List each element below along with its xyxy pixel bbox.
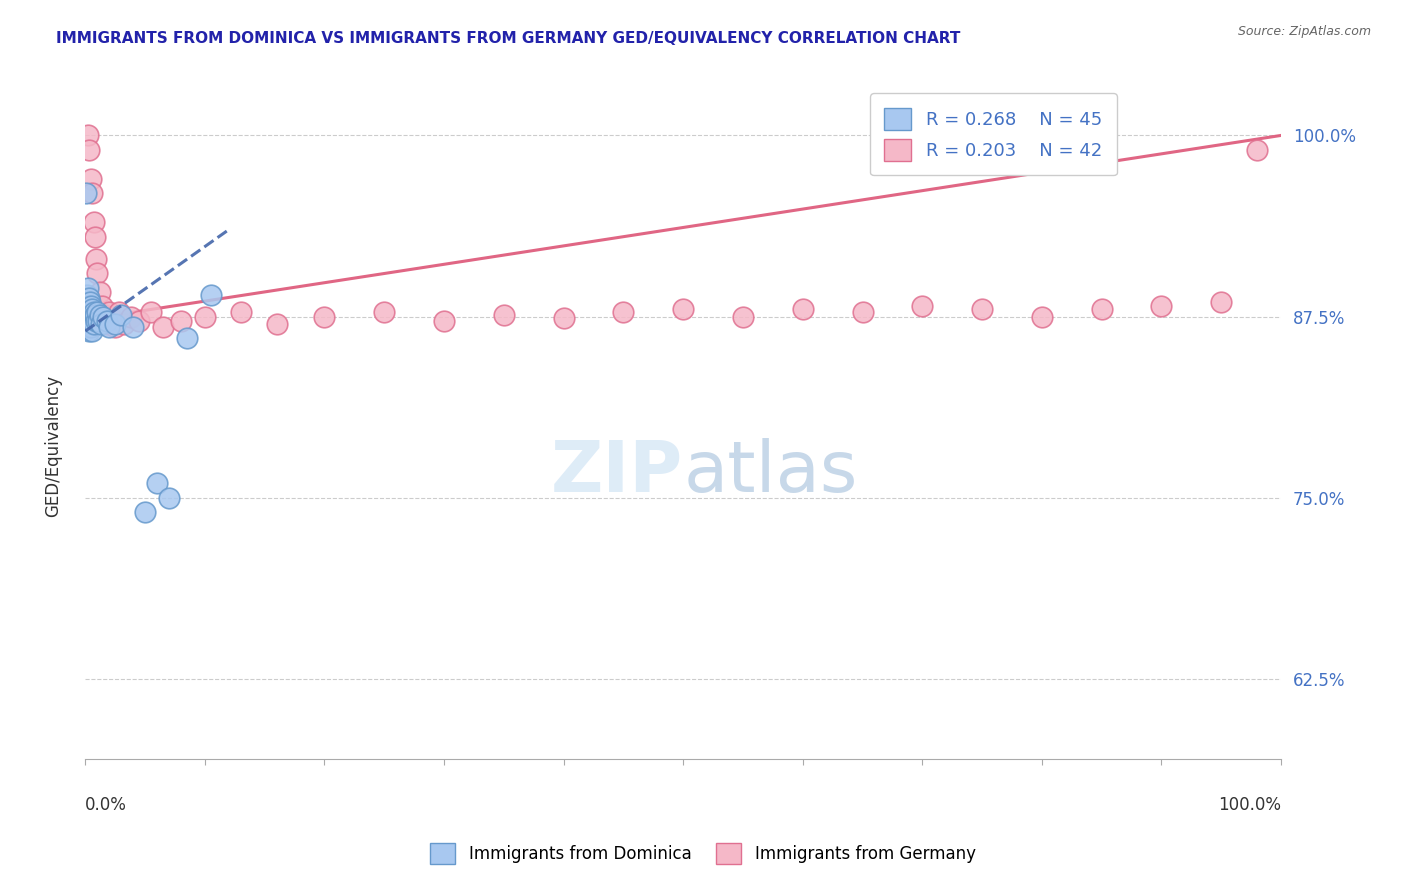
Point: [76, 186, 98, 201]
Point: [134, 505, 156, 519]
Point: [82, 311, 104, 326]
Point: [79, 308, 101, 322]
Point: [1211, 295, 1233, 310]
Text: ZIP: ZIP: [551, 438, 683, 508]
Point: [86, 305, 108, 319]
Point: [76, 310, 98, 324]
Point: [84, 314, 107, 328]
Point: [139, 305, 162, 319]
Point: [157, 491, 180, 505]
Point: [194, 310, 217, 324]
Point: [86, 266, 108, 280]
Point: [1246, 143, 1268, 157]
Point: [76, 317, 98, 331]
Text: GED/Equivalency: GED/Equivalency: [45, 375, 62, 517]
Point: [792, 302, 814, 317]
Point: [612, 305, 634, 319]
Text: IMMIGRANTS FROM DOMINICA VS IMMIGRANTS FROM GERMANY GED/EQUIVALENCY CORRELATION : IMMIGRANTS FROM DOMINICA VS IMMIGRANTS F…: [56, 31, 960, 46]
Point: [972, 302, 994, 317]
Point: [152, 319, 174, 334]
Point: [77, 302, 100, 317]
Legend: R = 0.268    N = 45, R = 0.203    N = 42: R = 0.268 N = 45, R = 0.203 N = 42: [870, 94, 1116, 175]
Point: [82, 324, 104, 338]
Point: [1031, 310, 1053, 324]
Point: [79, 295, 101, 310]
Point: [79, 317, 101, 331]
Point: [96, 317, 118, 331]
Text: 100.0%: 100.0%: [1218, 797, 1281, 814]
Legend: Immigrants from Dominica, Immigrants from Germany: Immigrants from Dominica, Immigrants fro…: [423, 837, 983, 871]
Point: [77, 319, 100, 334]
Point: [122, 319, 145, 334]
Point: [91, 300, 114, 314]
Point: [79, 305, 101, 319]
Text: Source: ZipAtlas.com: Source: ZipAtlas.com: [1237, 25, 1371, 38]
Point: [229, 305, 252, 319]
Point: [76, 128, 98, 143]
Point: [731, 310, 754, 324]
Point: [77, 143, 100, 157]
Point: [146, 476, 169, 491]
Text: atlas: atlas: [683, 438, 858, 508]
Point: [89, 308, 111, 322]
Point: [112, 317, 135, 331]
Text: 0.0%: 0.0%: [86, 797, 127, 814]
Point: [128, 314, 150, 328]
Point: [110, 308, 132, 322]
Point: [89, 285, 111, 299]
Point: [79, 314, 101, 328]
Point: [266, 317, 288, 331]
Point: [79, 300, 101, 314]
Point: [80, 319, 103, 334]
Point: [314, 310, 336, 324]
Point: [83, 317, 105, 331]
Point: [1150, 300, 1173, 314]
Point: [492, 308, 515, 322]
Point: [98, 319, 121, 334]
Point: [93, 308, 115, 322]
Point: [90, 317, 112, 331]
Point: [851, 305, 873, 319]
Point: [84, 252, 107, 266]
Point: [83, 305, 105, 319]
Point: [200, 288, 222, 302]
Point: [77, 305, 100, 319]
Point: [76, 288, 98, 302]
Point: [83, 230, 105, 244]
Point: [82, 186, 104, 201]
Point: [1091, 302, 1114, 317]
Point: [91, 310, 114, 324]
Point: [96, 314, 118, 328]
Point: [107, 305, 129, 319]
Point: [75, 317, 97, 331]
Point: [176, 331, 198, 345]
Point: [100, 317, 122, 331]
Point: [80, 172, 103, 186]
Point: [104, 319, 127, 334]
Point: [373, 305, 395, 319]
Point: [77, 291, 100, 305]
Point: [87, 314, 110, 328]
Point: [553, 311, 575, 326]
Point: [911, 300, 934, 314]
Point: [104, 317, 127, 331]
Point: [120, 310, 142, 324]
Point: [83, 215, 105, 229]
Point: [433, 314, 456, 328]
Point: [98, 305, 121, 319]
Point: [170, 314, 193, 328]
Point: [76, 317, 98, 331]
Point: [77, 310, 100, 324]
Point: [76, 300, 98, 314]
Point: [77, 324, 100, 338]
Point: [83, 308, 105, 322]
Point: [80, 310, 103, 324]
Point: [672, 302, 695, 317]
Point: [82, 302, 104, 317]
Point: [80, 300, 103, 314]
Point: [76, 280, 98, 294]
